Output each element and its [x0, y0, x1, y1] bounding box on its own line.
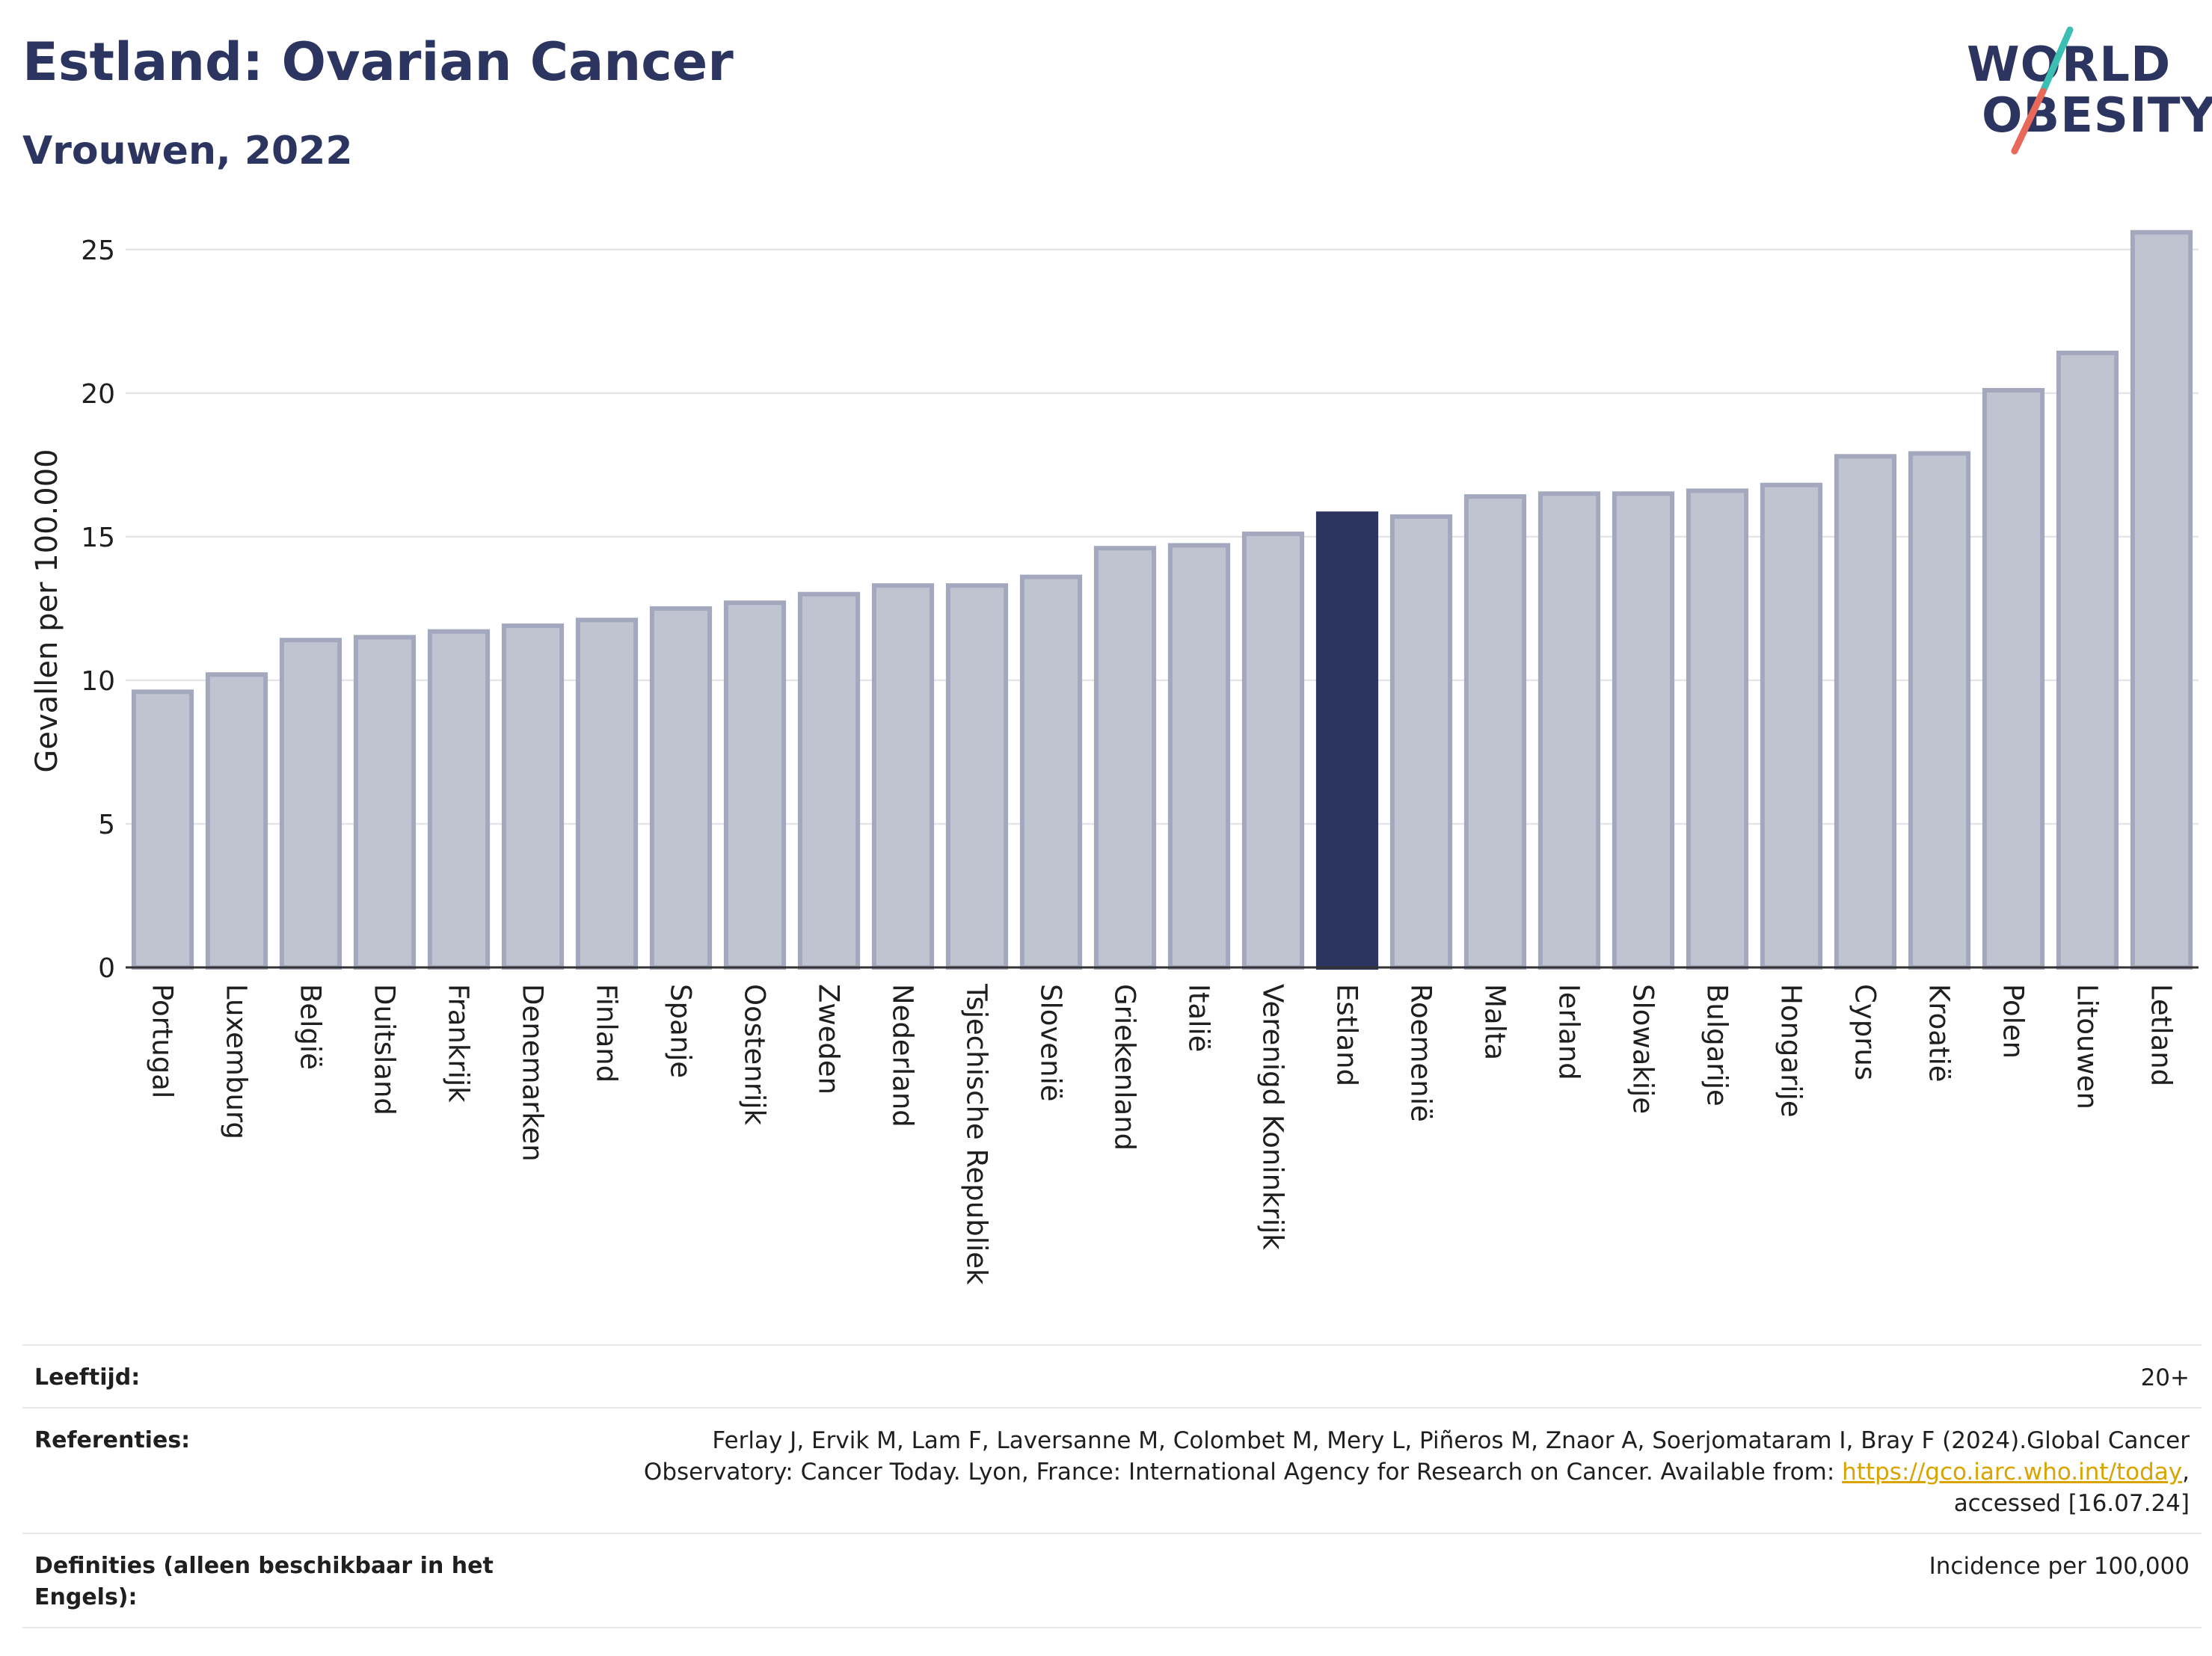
bar — [575, 618, 639, 970]
x-tick-label: Verenigd Koninkrijk — [1257, 984, 1289, 1250]
y-tick-label: 20 — [81, 379, 115, 410]
bar — [1760, 482, 1823, 970]
y-tick-labels: 0 5 10 15 20 25 — [81, 236, 115, 984]
x-tick-label: Tsjechische Republiek — [961, 983, 993, 1285]
bar — [1612, 491, 1675, 970]
bar — [1019, 574, 1083, 970]
x-tick-label: Portugal — [147, 984, 179, 1098]
bar — [1093, 546, 1157, 970]
age-value: 20+ — [2140, 1364, 2190, 1391]
age-label: Leeftijd: — [34, 1364, 141, 1391]
x-tick-label: Frankrijk — [443, 984, 475, 1103]
bar — [353, 635, 417, 970]
bar — [649, 606, 713, 970]
references-label: Referenties: — [34, 1427, 191, 1453]
bar — [1686, 488, 1749, 970]
bar — [1537, 491, 1601, 970]
x-tick-label: Bulgarije — [1701, 984, 1733, 1106]
bar — [1908, 451, 1971, 970]
bar-chart: 0 5 10 15 20 25 Portugal Luxemburg België Duitsl… — [30, 230, 2199, 1285]
x-tick-label: Hongarije — [1775, 984, 1807, 1118]
x-tick-label: Slowakije — [1627, 984, 1659, 1114]
bar — [945, 583, 1009, 970]
bar — [1463, 494, 1527, 970]
world-obesity-logo: WORLD OBESITY — [1959, 22, 2212, 157]
bar-highlight — [1315, 511, 1379, 970]
x-tick-label: Nederland — [887, 984, 919, 1127]
x-tick-label: Litouwen — [2071, 984, 2104, 1109]
bar — [871, 583, 935, 970]
y-tick-label: 25 — [81, 236, 115, 266]
x-tick-label: Slovenië — [1035, 984, 1067, 1102]
logo-line-1: WORLD — [1967, 37, 2172, 93]
x-tick-label: Zweden — [813, 984, 845, 1095]
bar — [427, 629, 491, 970]
x-tick-label: Malta — [1479, 984, 1511, 1060]
x-tick-label: Roemenië — [1405, 984, 1437, 1122]
bar — [797, 591, 861, 970]
x-tick-label: Kroatië — [1923, 984, 1956, 1083]
bar — [723, 600, 787, 970]
page-subtitle: Vrouwen, 2022 — [22, 129, 353, 173]
references-link[interactable]: https://gco.iarc.who.int/today — [1842, 1459, 2183, 1486]
x-tick-labels: Portugal Luxemburg België Duitsland Frankrij… — [147, 983, 2178, 1285]
x-tick-label: Italië — [1183, 984, 1215, 1052]
x-tick-label: Letland — [2145, 984, 2178, 1086]
chart-footer: Leeftijd: 20+ Referenties: Ferlay J, Erv… — [22, 1344, 2202, 1628]
x-tick-label: Luxemburg — [221, 984, 253, 1139]
bar — [1389, 514, 1453, 970]
bar — [205, 672, 268, 970]
x-tick-label: België — [295, 984, 327, 1070]
definitions-label: Definities (alleen beschikbaar in het En… — [34, 1553, 494, 1610]
x-tick-label: Estland — [1331, 984, 1363, 1086]
x-tick-label: Denemarken — [517, 984, 549, 1162]
x-tick-label: Cyprus — [1849, 984, 1881, 1080]
footer-row-age: Leeftijd: 20+ — [22, 1344, 2202, 1407]
x-tick-label: Oostenrijk — [739, 984, 771, 1126]
references-suffix: , accessed [16.07.24] — [1953, 1459, 2190, 1517]
x-tick-label: Duitsland — [369, 984, 401, 1115]
footer-row-definitions: Definities (alleen beschikbaar in het En… — [22, 1533, 2202, 1628]
y-tick-label: 5 — [98, 810, 115, 840]
logo-slash-icon — [2011, 26, 2074, 155]
bar — [1241, 532, 1305, 970]
x-tick-label: Griekenland — [1109, 984, 1141, 1151]
footer-row-references: Referenties: Ferlay J, Ervik M, Lam F, L… — [22, 1407, 2202, 1533]
y-axis-label: Gevallen per 100.000 — [30, 449, 64, 772]
x-tick-label: Ierland — [1553, 984, 1585, 1080]
bar — [1834, 454, 1897, 970]
y-tick-label: 0 — [98, 953, 115, 984]
y-tick-label: 10 — [81, 666, 115, 697]
bar — [501, 623, 565, 970]
bar — [131, 689, 194, 970]
page-title: Estland: Ovarian Cancer — [22, 31, 734, 93]
bars — [131, 230, 2193, 970]
bar — [1982, 387, 2045, 970]
bar — [2056, 351, 2119, 970]
y-tick-label: 15 — [81, 523, 115, 553]
x-tick-label: Spanje — [665, 984, 697, 1078]
x-tick-label: Finland — [591, 984, 623, 1083]
references-text: Ferlay J, Ervik M, Lam F, Laversanne M, … — [643, 1427, 2190, 1486]
references-value: Ferlay J, Ervik M, Lam F, Laversanne M, … — [559, 1425, 2190, 1519]
definitions-value: Incidence per 100,000 — [1929, 1553, 2190, 1580]
bar — [2130, 230, 2193, 970]
bar — [1167, 543, 1231, 970]
bar — [279, 638, 342, 970]
x-tick-label: Polen — [1997, 984, 2030, 1059]
